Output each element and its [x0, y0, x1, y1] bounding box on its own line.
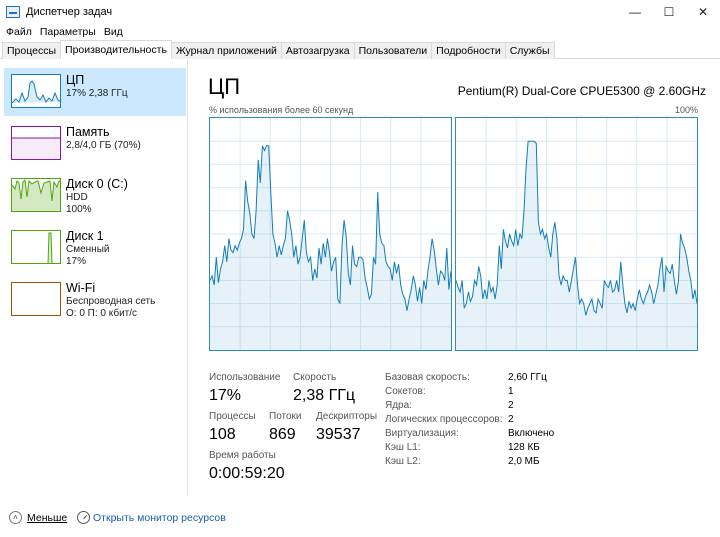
- task-manager-icon: [6, 5, 20, 18]
- fewer-details-button[interactable]: Меньше: [27, 512, 68, 524]
- spec-cores-value: 2: [508, 400, 514, 411]
- sidebar-item-disk0[interactable]: Диск 0 (C:) HDD 100%: [4, 172, 186, 220]
- sidebar-item-title: Диск 1: [66, 229, 104, 243]
- spec-l1-label: Кэш L1:: [385, 442, 421, 453]
- graph-max-label: 100%: [674, 105, 698, 115]
- menu-bar: Файл Параметры Вид: [0, 23, 720, 41]
- sidebar-item-line2: О: 0 П: 0 кбит/с: [66, 308, 138, 319]
- core2-area: [456, 141, 697, 350]
- resource-sidebar: ЦП 17% 2,38 ГГц Память 2,8/4,0 ГБ (70%) …: [0, 60, 188, 496]
- sidebar-item-wifi[interactable]: Wi-Fi Беспроводная сеть О: 0 П: 0 кбит/с: [4, 276, 186, 324]
- cpu-detail-panel: ЦП Pentium(R) Dual-Core CPUE5300 @ 2.60G…: [188, 60, 720, 496]
- cpu-thumbnail-graph: [11, 74, 61, 108]
- minimize-button[interactable]: —: [629, 4, 641, 19]
- processes-value: 108: [209, 426, 236, 443]
- spec-l2-value: 2,0 МБ: [508, 456, 540, 467]
- disk1-thumbnail-graph: [11, 230, 61, 264]
- spec-logical-value: 2: [508, 414, 514, 425]
- speed-value: 2,38 ГГц: [293, 387, 356, 404]
- sidebar-item-cpu[interactable]: ЦП 17% 2,38 ГГц: [4, 68, 186, 116]
- open-resource-monitor-link[interactable]: Открыть монитор ресурсов: [93, 512, 226, 524]
- core1-line: [210, 145, 451, 311]
- spec-l2-label: Кэш L2:: [385, 456, 421, 467]
- sidebar-item-title: Wi-Fi: [66, 281, 96, 295]
- disk0-thumbnail-line: [12, 179, 60, 211]
- sidebar-item-title: ЦП: [66, 73, 85, 87]
- disk1-thumbnail-line: [47, 232, 53, 263]
- handles-label: Дескрипторы: [316, 411, 378, 422]
- core2-graph-svg: [456, 118, 697, 350]
- core1-area: [210, 145, 451, 350]
- menu-options[interactable]: Параметры: [39, 26, 96, 38]
- utilization-value: 17%: [209, 387, 242, 404]
- core1-usage-graph: [209, 117, 452, 351]
- tab-details[interactable]: Подробности: [431, 42, 506, 59]
- tab-app-history[interactable]: Журнал приложений: [170, 42, 282, 59]
- spec-sockets-label: Сокетов:: [385, 386, 426, 397]
- cpu-thumbnail-line: [12, 80, 60, 104]
- sidebar-item-memory[interactable]: Память 2,8/4,0 ГБ (70%): [4, 120, 186, 168]
- spec-base-speed-label: Базовая скорость:: [385, 372, 470, 383]
- page-title: ЦП: [208, 74, 241, 99]
- tab-bar: Процессы Производительность Журнал прило…: [0, 40, 720, 59]
- sidebar-item-line2: 100%: [66, 204, 92, 215]
- threads-value: 869: [269, 426, 296, 443]
- threads-label: Потоки: [269, 411, 302, 422]
- maximize-button[interactable]: ☐: [663, 4, 675, 19]
- spec-virtualization-label: Виртуализация:: [385, 428, 459, 439]
- core1-graph-svg: [210, 118, 451, 350]
- memory-thumbnail-fill: [12, 138, 60, 159]
- sidebar-item-line1: HDD: [66, 192, 88, 203]
- menu-file[interactable]: Файл: [6, 26, 32, 38]
- utilization-label: Использование: [209, 372, 281, 383]
- handles-value: 39537: [316, 426, 361, 443]
- spec-logical-label: Логических процессоров:: [385, 414, 503, 425]
- spec-virtualization-value: Включено: [508, 428, 555, 439]
- cpu-model-name: Pentium(R) Dual-Core CPUE5300 @ 2.60GHz: [457, 84, 706, 98]
- tab-processes[interactable]: Процессы: [2, 42, 62, 59]
- tab-services[interactable]: Службы: [504, 42, 555, 59]
- sidebar-item-line1: 17% 2,38 ГГц: [66, 88, 128, 99]
- chevron-up-icon[interactable]: ˄: [9, 511, 22, 524]
- tab-performance[interactable]: Производительность: [60, 40, 172, 59]
- wifi-thumbnail-graph: [11, 282, 61, 316]
- tab-startup[interactable]: Автозагрузка: [280, 42, 355, 59]
- sidebar-item-line2: 17%: [66, 256, 87, 267]
- speed-label: Скорость: [293, 372, 337, 383]
- memory-thumbnail-graph: [11, 126, 61, 160]
- spec-l1-value: 128 КБ: [508, 442, 540, 453]
- sidebar-item-title: Диск 0 (C:): [66, 177, 128, 191]
- resource-monitor-icon: [77, 511, 90, 524]
- uptime-value: 0:00:59:20: [209, 465, 285, 482]
- sidebar-item-disk1[interactable]: Диск 1 Сменный 17%: [4, 224, 186, 272]
- spec-base-speed-value: 2,60 ГГц: [508, 372, 547, 383]
- disk0-thumbnail-graph: [11, 178, 61, 212]
- close-button[interactable]: ✕: [697, 4, 709, 19]
- title-bar: Диспетчер задач — ☐ ✕: [0, 0, 720, 23]
- window-title: Диспетчер задач: [26, 5, 113, 18]
- graph-caption: % использования более 60 секунд: [209, 105, 354, 115]
- sidebar-item-title: Память: [66, 125, 110, 139]
- spec-sockets-value: 1: [508, 386, 514, 397]
- sidebar-item-line1: Сменный: [66, 244, 110, 255]
- menu-view[interactable]: Вид: [103, 26, 123, 38]
- window-controls: — ☐ ✕: [618, 0, 720, 23]
- core2-line: [456, 140, 697, 316]
- footer-bar: ˄ Меньше Открыть монитор ресурсов: [0, 505, 720, 531]
- tab-users[interactable]: Пользователи: [353, 42, 433, 59]
- core2-usage-graph: [455, 117, 698, 351]
- sidebar-item-line1: 2,8/4,0 ГБ (70%): [66, 140, 141, 151]
- uptime-label: Время работы: [209, 450, 276, 461]
- spec-cores-label: Ядра:: [385, 400, 412, 411]
- processes-label: Процессы: [209, 411, 256, 422]
- sidebar-item-line1: Беспроводная сеть: [66, 296, 156, 307]
